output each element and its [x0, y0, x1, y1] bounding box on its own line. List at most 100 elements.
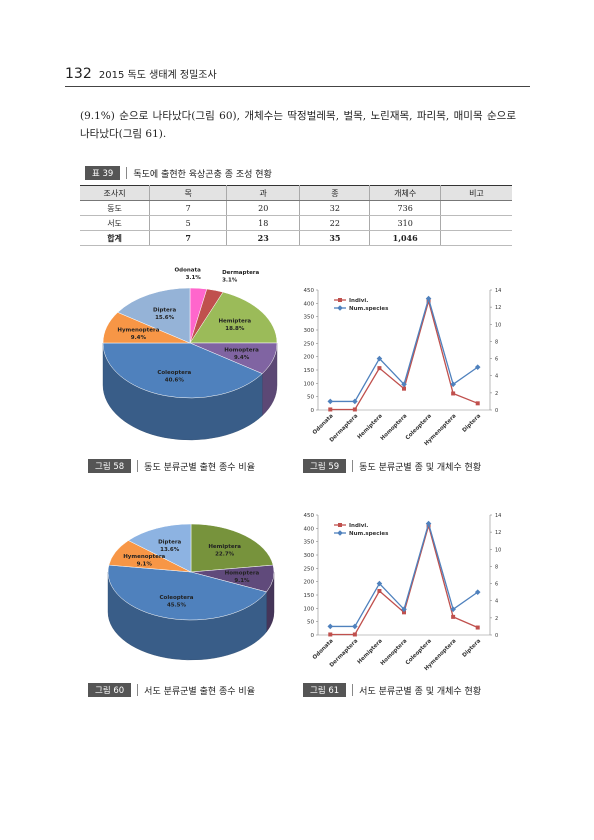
table-cell: 합계 [80, 230, 150, 246]
empty-cell [439, 230, 512, 246]
marker [328, 407, 333, 412]
legend-marker [338, 523, 342, 527]
y2-tick-label: 8 [495, 564, 498, 570]
empty-cell [439, 200, 512, 216]
separator [137, 460, 139, 472]
header-row: 조사지 목 과 종 개체수 비고 [80, 185, 512, 201]
marker [377, 589, 382, 593]
separator [137, 684, 139, 696]
marker [327, 398, 334, 405]
slice-value: 9.4% [234, 355, 250, 361]
figure-caption: 그림 59 동도 분류군별 종 및 개체수 현황 [303, 459, 481, 473]
legend-marker [338, 298, 342, 302]
separator [352, 684, 354, 696]
running-header: 132 2015 독도 생태계 정밀조사 [65, 66, 217, 82]
column-header: 개체수 [369, 185, 441, 201]
table-row: 동도 7 20 32 736 [80, 200, 512, 216]
slice-value: 45.5% [167, 603, 187, 609]
marker [328, 632, 333, 637]
slice-value: 15.6% [155, 315, 175, 321]
pie-slice [190, 523, 274, 573]
table-cell: 20 [226, 200, 300, 216]
table-cell: 7 [149, 200, 227, 216]
figure-label: 그림 61 [303, 683, 347, 697]
pie-slice [102, 342, 263, 399]
y2-tick-label: 6 [495, 582, 498, 588]
table-cell: 22 [299, 215, 370, 231]
slice-label: Diptera [158, 539, 181, 545]
separator [126, 167, 128, 179]
figure-text: 서도 분류군별 종 및 개체수 현황 [359, 686, 482, 697]
figure-label: 그림 58 [88, 459, 132, 473]
figure-caption: 그림 61 서도 분류군별 종 및 개체수 현황 [303, 683, 481, 697]
table-cell: 35 [299, 230, 370, 246]
y-tick-label: 100 [304, 381, 315, 387]
figure-label: 그림 60 [88, 683, 132, 697]
y2-tick-label: 10 [495, 547, 501, 553]
series-line [330, 298, 478, 411]
header-rule [65, 86, 530, 87]
y2-tick-label: 12 [495, 305, 501, 311]
y2-tick-label: 4 [495, 374, 498, 380]
y-tick-label: 350 [304, 315, 315, 321]
y-tick-label: 450 [304, 288, 315, 294]
column-header: 목 [149, 185, 227, 201]
slice-value: 3.1% [222, 278, 238, 284]
legend-label: Indivi. [349, 298, 368, 304]
y-tick-label: 0 [311, 633, 315, 639]
y2-tick-label: 10 [495, 322, 501, 328]
pie-slice [117, 287, 191, 344]
y-tick-label: 400 [304, 301, 315, 307]
y2-tick-label: 2 [495, 391, 498, 397]
empty-cell [439, 215, 512, 231]
figure-text: 서도 분류군별 출현 종수 비율 [144, 686, 255, 697]
data-table: 조사지 목 과 종 개체수 비고 동도 7 20 32 736 서도 5 18 22 310 합계 7 23 35 1,… [80, 185, 512, 246]
marker [352, 632, 357, 637]
y-tick-label: 150 [304, 593, 315, 599]
y2-tick-label: 12 [495, 530, 501, 536]
figure-text: 동도 분류군별 종 및 개체수 현황 [359, 462, 482, 473]
pie-slice [127, 523, 192, 573]
slice-label: Coleoptera [160, 595, 194, 601]
marker [474, 589, 481, 595]
table-row: 합계 7 23 35 1,046 [80, 230, 512, 246]
marker [451, 391, 456, 396]
series-line [330, 523, 478, 636]
table-cell: 32 [299, 200, 370, 216]
marker [376, 355, 383, 362]
slice-label: Hymenoptera [123, 554, 165, 560]
y-tick-label: 400 [304, 526, 315, 532]
slice-label: Homoptera [224, 347, 259, 353]
slice-value: 18.8% [225, 326, 245, 332]
marker [376, 580, 383, 587]
table-caption: 표 39 독도에 출현한 육상곤충 종 조성 현황 [85, 166, 272, 180]
separator [352, 460, 354, 472]
table-cell: 7 [149, 230, 227, 246]
table-cell: 서도 [80, 215, 150, 231]
table-cell: 1,046 [369, 230, 441, 246]
marker [450, 381, 456, 388]
marker [377, 366, 382, 371]
slice-value: 9.4% [131, 335, 147, 341]
y-tick-label: 100 [304, 606, 315, 612]
table-cell: 5 [149, 215, 227, 231]
y-tick-label: 300 [304, 553, 315, 559]
table-row: 서도 5 18 22 310 [80, 215, 512, 231]
y-tick-label: 250 [304, 341, 315, 347]
y-tick-label: 200 [304, 355, 315, 361]
x-tick-label: Odonata [312, 413, 335, 436]
table-cell: 736 [369, 200, 441, 216]
marker [402, 386, 406, 391]
marker [475, 401, 480, 406]
legend-label: Indivi. [349, 523, 368, 529]
marker [450, 606, 456, 613]
y-tick-label: 200 [304, 580, 315, 586]
marker [474, 364, 481, 370]
column-header: 비고 [439, 185, 512, 201]
header-title: 2015 독도 생태계 정밀조사 [98, 70, 217, 81]
marker [352, 398, 358, 405]
figure-label: 그림 59 [303, 459, 347, 473]
y2-tick-label: 0 [495, 633, 498, 639]
